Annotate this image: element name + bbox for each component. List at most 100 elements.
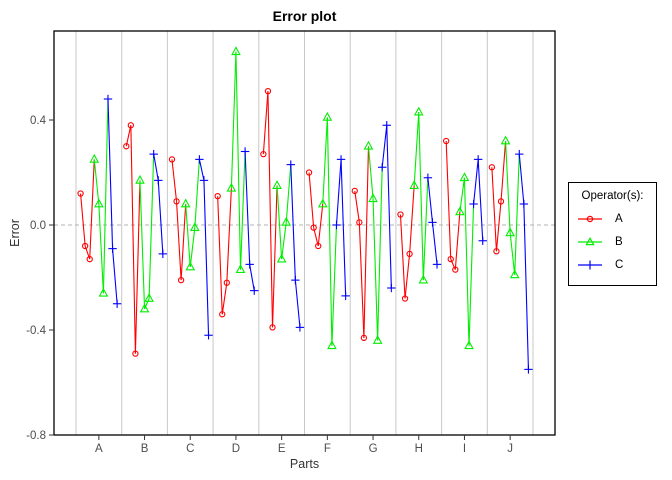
series-segment-part-D — [226, 188, 232, 283]
series-segment-part-F — [326, 117, 333, 346]
marker-triangle — [94, 198, 104, 208]
series-segment-part-B — [130, 125, 136, 354]
marker-circle — [86, 255, 93, 263]
x-tick-label: I — [463, 443, 466, 455]
series-segment-part-A — [80, 193, 86, 247]
legend-entry-operator-b: B — [569, 230, 656, 253]
series-segment-part-F — [340, 159, 347, 296]
marker-circle — [497, 198, 505, 205]
series-segment-part-G — [372, 198, 379, 341]
marker-triangle — [89, 153, 100, 163]
series-segment-part-I — [459, 177, 465, 212]
series-segment-part-G — [377, 167, 383, 341]
series-segment-part-A — [102, 98, 109, 294]
series-segment-part-C — [185, 203, 191, 268]
series-segment-part-A — [112, 248, 118, 304]
series-segment-part-I — [445, 140, 452, 260]
marker-triangle — [231, 46, 241, 56]
series-segment-part-J — [523, 203, 529, 370]
marker-circle — [401, 295, 409, 302]
series-segment-part-H — [413, 112, 420, 186]
marker-circle — [123, 143, 130, 150]
marker-triangle — [135, 174, 145, 184]
series-segment-part-C — [203, 180, 210, 336]
series-segment-part-D — [217, 196, 223, 315]
marker-triangle — [139, 303, 150, 313]
x-tick-label: E — [278, 443, 286, 455]
marker-circle — [447, 255, 454, 263]
marker-circle — [77, 190, 84, 197]
marker-circle — [397, 211, 404, 218]
marker-circle — [264, 87, 272, 95]
y-tick-label: 0.4 — [30, 115, 47, 127]
marker-circle — [406, 250, 413, 258]
series-segment-part-G — [386, 125, 392, 289]
series-segment-part-J — [500, 140, 507, 202]
marker-triangle — [185, 261, 196, 271]
marker-triangle — [235, 264, 246, 273]
series-segment-part-B — [139, 180, 146, 310]
series-segment-part-C — [180, 203, 187, 281]
series-segment-part-E — [276, 185, 283, 260]
series-segment-part-H — [399, 214, 406, 299]
series-segment-part-H — [409, 185, 415, 254]
series-segment-part-D — [230, 51, 237, 189]
series-segment-part-E — [271, 185, 278, 328]
x-tick-label: H — [415, 443, 423, 455]
series-segment-part-H — [418, 112, 424, 281]
series-segment-part-I — [473, 159, 479, 205]
series-segment-part-C — [198, 159, 205, 181]
legend-label: B — [615, 235, 623, 248]
series-segment-part-G — [354, 190, 360, 223]
marker-triangle — [505, 227, 515, 237]
series-segment-part-B — [148, 154, 155, 299]
marker-triangle — [272, 180, 282, 189]
marker-circle — [168, 156, 176, 163]
series-segment-part-F — [331, 224, 338, 346]
series-segment-part-C — [194, 159, 200, 228]
marker-circle — [452, 266, 459, 273]
series-segment-part-D — [239, 151, 246, 270]
marker-circle — [493, 248, 500, 255]
series-segment-part-J — [514, 154, 520, 275]
series-segment-part-I — [463, 177, 470, 346]
legend-label: C — [615, 258, 624, 271]
blue-plus-line-icon — [578, 260, 602, 269]
marker-circle — [269, 324, 276, 331]
marker-circle — [173, 198, 180, 205]
marker-circle — [219, 311, 226, 318]
x-tick-label: A — [95, 443, 103, 455]
panel-border — [53, 30, 556, 436]
marker-circle — [310, 224, 317, 231]
series-segment-part-B — [153, 154, 159, 181]
series-segment-part-F — [308, 172, 315, 228]
x-tick-label: D — [232, 443, 240, 455]
y-tick-label: -0.8 — [26, 430, 46, 442]
series-segment-part-C — [171, 159, 178, 202]
series-segment-part-B — [144, 298, 150, 310]
marker-circle — [351, 187, 358, 195]
series-segment-part-G — [381, 125, 388, 168]
marker-circle — [305, 169, 313, 176]
series-segment-part-E — [290, 164, 296, 281]
series-segment-part-H — [422, 177, 429, 281]
marker-triangle — [464, 340, 474, 350]
series-segment-part-E — [262, 91, 269, 155]
series-segment-part-A — [107, 98, 114, 249]
series-segment-part-E — [281, 222, 287, 260]
x-tick-label: C — [186, 443, 194, 455]
legend-entry-operator-a: A — [569, 207, 656, 230]
series-segment-part-I — [450, 258, 456, 270]
series-segment-part-D — [221, 282, 228, 315]
marker-triangle — [509, 269, 520, 279]
marker-triangle — [409, 180, 420, 189]
legend-entry-operator-c: C — [569, 253, 656, 276]
series-segment-part-D — [235, 51, 242, 270]
green-triangle-line-icon — [578, 236, 602, 245]
legend: Operator(s): A B — [568, 182, 657, 286]
series-segment-part-J — [491, 167, 497, 252]
marker-triangle — [180, 198, 191, 208]
marker-circle — [177, 276, 185, 284]
series-segment-part-F — [322, 117, 328, 205]
